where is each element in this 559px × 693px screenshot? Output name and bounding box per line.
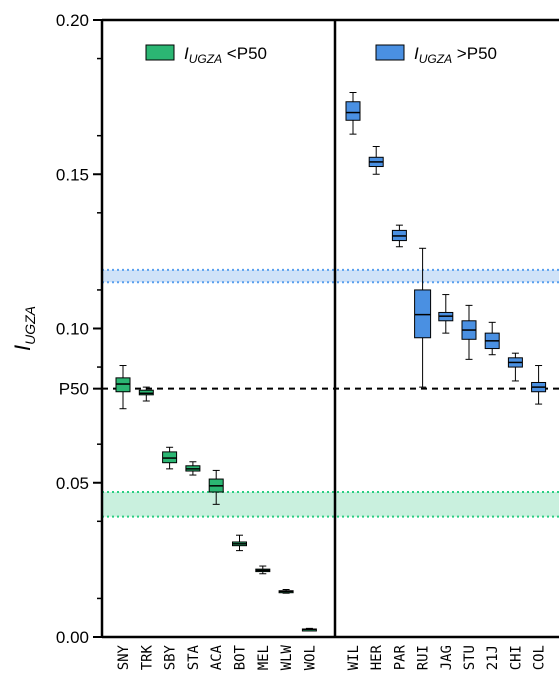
- legend-label-suffix: <P50: [222, 44, 267, 63]
- box-body: [162, 451, 178, 464]
- category-label-rui: RUI: [416, 645, 432, 670]
- box-aca: [208, 469, 224, 505]
- category-label-her: HER: [369, 644, 385, 670]
- box-wol: [301, 627, 317, 632]
- category-label-wil: WIL: [346, 645, 362, 670]
- y-axis-title: IUGZA: [10, 306, 38, 351]
- box-jag: [438, 294, 454, 334]
- box-her: [368, 145, 384, 175]
- legend-label-sub: UGZA: [189, 52, 222, 66]
- category-label-bot: BOT: [233, 644, 249, 670]
- box-wlw: [278, 588, 294, 594]
- legend-label-suffix: >P50: [452, 44, 497, 63]
- y-tick-label: 0.20: [56, 11, 89, 30]
- box-col: [531, 365, 547, 405]
- band-low: [102, 492, 559, 517]
- y-tick-label: 0.05: [56, 474, 89, 493]
- legend-label-main: I: [414, 44, 419, 63]
- box-body: [138, 389, 154, 396]
- legend-label-sub: UGZA: [419, 52, 452, 66]
- box-chi: [507, 352, 523, 382]
- box-sny: [115, 365, 131, 410]
- category-label-sta: STA: [186, 644, 202, 670]
- box-mel: [255, 565, 271, 575]
- legend-label-low: IUGZA <P50: [184, 44, 267, 66]
- box-21j: [484, 321, 500, 356]
- legend-swatch-low: [145, 44, 175, 61]
- band-high: [102, 269, 559, 283]
- box-par: [391, 224, 407, 248]
- box-sby: [162, 446, 178, 470]
- box-stu: [461, 304, 477, 360]
- category-label-sny: SNY: [116, 644, 132, 670]
- legend-label-main: I: [184, 44, 189, 63]
- box-series: [115, 91, 547, 632]
- y-tick-label: 0.15: [56, 165, 89, 184]
- category-label-jag: JAG: [439, 645, 455, 670]
- box-body: [345, 101, 361, 121]
- legend-item-low: IUGZA <P50: [145, 44, 267, 66]
- box-body: [115, 377, 131, 393]
- axis-labels: SNY TRK SBY STA ACA BOT MEL WLW WOL WIL HER PAR RUI J…: [10, 306, 548, 670]
- category-label-21j: 21J: [485, 645, 501, 670]
- y-axis-title-sub: UGZA: [22, 306, 38, 345]
- category-label-chi: CHI: [508, 645, 524, 670]
- reference-bands: [102, 268, 559, 518]
- legend-label-high: IUGZA >P50: [414, 44, 497, 66]
- legend-item-high: IUGZA >P50: [375, 44, 497, 66]
- box-wil: [345, 91, 361, 135]
- axes: 0.00 0.05 P50 0.10 0.15 0.20: [56, 11, 559, 647]
- box-bot: [232, 534, 247, 552]
- category-label-par: PAR: [392, 644, 408, 670]
- category-label-trk: TRK: [139, 644, 155, 670]
- y-tick-label: 0.10: [56, 320, 89, 339]
- category-label-aca: ACA: [209, 644, 225, 670]
- category-label-wol: WOL: [302, 645, 318, 670]
- box-body: [414, 289, 432, 339]
- category-label-sby: SBY: [163, 644, 179, 670]
- category-label-mel: MEL: [256, 645, 272, 670]
- box-sta: [185, 461, 201, 476]
- legend: IUGZA <P50 IUGZA >P50: [145, 44, 497, 66]
- category-label-wlw: WLW: [279, 644, 295, 670]
- y-tick-label: P50: [59, 380, 89, 399]
- box-trk: [138, 386, 154, 402]
- category-label-col: COL: [532, 645, 548, 670]
- y-tick-label: 0.00: [56, 628, 89, 647]
- box-rui: [414, 247, 432, 388]
- y-axis-title-main: I: [10, 345, 35, 351]
- legend-swatch-high: [375, 44, 405, 61]
- category-label-stu: STU: [462, 645, 478, 670]
